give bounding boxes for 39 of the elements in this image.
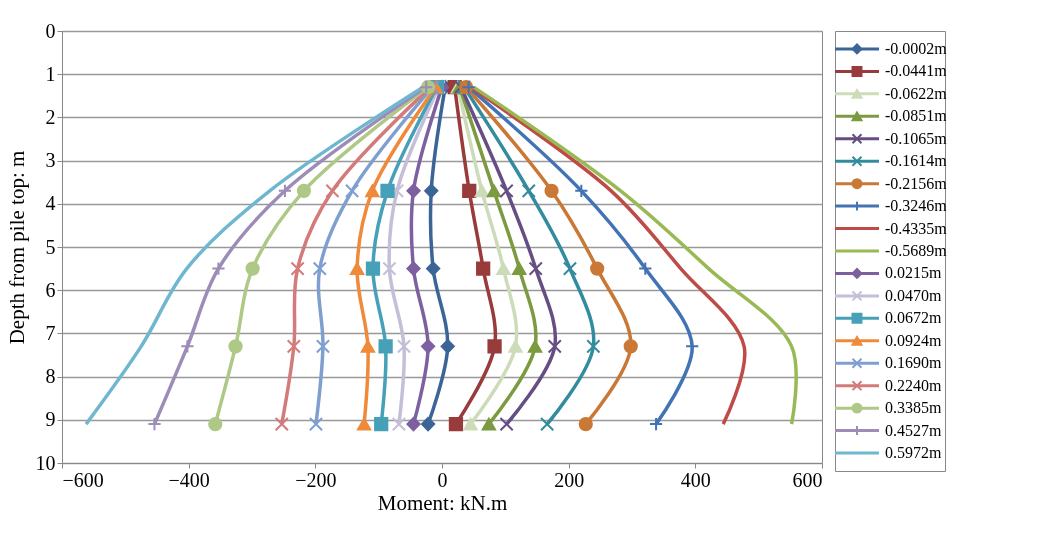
- legend-label: 0.3385m: [885, 399, 942, 417]
- legend-label: -0.0441m: [885, 62, 948, 80]
- y-tick-label: 8: [45, 365, 56, 388]
- y-tick-label: 2: [45, 105, 56, 128]
- legend-label: -0.3246m: [885, 197, 948, 215]
- y-tick-label: 7: [45, 321, 56, 344]
- legend-label: 0.0215m: [885, 264, 942, 282]
- y-tick-label: 3: [45, 149, 56, 172]
- y-tick-label: 6: [45, 278, 56, 301]
- y-tick-label: 0: [45, 19, 56, 42]
- legend-label: 0.0470m: [885, 286, 942, 304]
- legend-label: 0.0672m: [885, 309, 942, 327]
- legend-label: -0.1614m: [885, 152, 948, 170]
- legend-label: -0.5689m: [885, 242, 948, 259]
- legend-label: 0.0924m: [885, 331, 942, 349]
- legend-label: 0.2240m: [885, 376, 942, 394]
- legend-label: 0.1690m: [885, 354, 942, 372]
- y-tick-label: 5: [45, 235, 56, 258]
- y-axis-title: Depth from pile top: m: [4, 150, 29, 345]
- y-tick-label: 1: [45, 62, 56, 85]
- y-tick-label: 4: [45, 192, 56, 215]
- x-tick-label: −600: [62, 468, 104, 491]
- y-tick-label: 10: [35, 451, 56, 474]
- x-tick-label: −200: [295, 468, 337, 491]
- x-tick-label: 600: [792, 468, 823, 491]
- legend-label: -0.0851m: [885, 107, 948, 125]
- x-tick-label: 400: [680, 468, 711, 491]
- x-tick-label: 200: [554, 468, 585, 491]
- x-axis-title: Moment: kN.m: [377, 490, 508, 515]
- y-tick-label: 9: [45, 408, 56, 431]
- legend-label: -0.2156m: [885, 174, 948, 192]
- legend-label: -0.0622m: [885, 84, 948, 102]
- legend-label: -0.1065m: [885, 129, 948, 147]
- legend-label: 0.5972m: [885, 444, 942, 462]
- legend-label: -0.0002m: [885, 39, 948, 57]
- x-tick-label: 0: [437, 468, 448, 491]
- legend-label: -0.4335m: [885, 219, 948, 237]
- legend-label: 0.4527m: [885, 421, 942, 439]
- x-tick-label: −400: [168, 468, 210, 491]
